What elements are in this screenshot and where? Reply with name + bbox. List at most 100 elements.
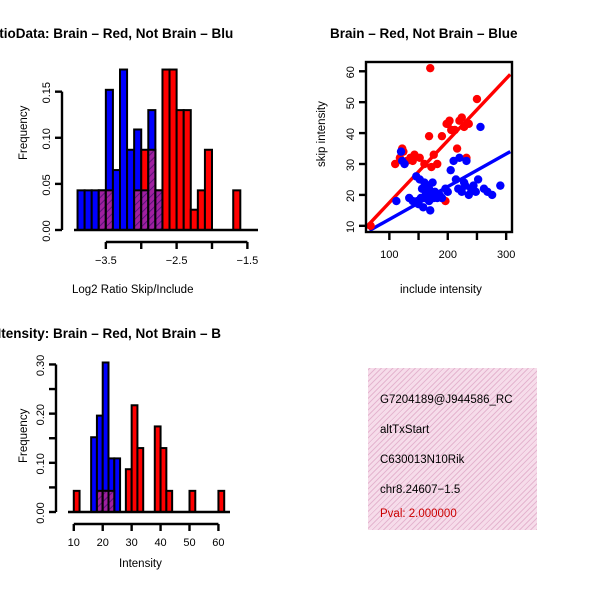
- y-tick-label-2: 0.10: [35, 453, 47, 474]
- panel-info: G7204189@J944586_RC altTxStart C630013N1…: [300, 300, 600, 600]
- hist-bar-overlap: [133, 189, 143, 232]
- scatter-point: [400, 159, 409, 169]
- scatter-point: [457, 187, 466, 197]
- panel-scatter-plot-area: 10 20 30 40 50 60 100 200 300: [345, 60, 515, 261]
- x-tick-label-4: 50: [183, 537, 195, 549]
- y-tick-label-6: 0.30: [35, 355, 47, 376]
- x-tick-label-2: 30: [126, 537, 138, 549]
- x-tick-label-1: 20: [97, 537, 109, 549]
- hist-bar: [161, 68, 171, 231]
- scatter-point: [391, 159, 400, 169]
- x-tick-label-1: −2.5: [166, 255, 188, 267]
- plot-frame: [364, 60, 514, 234]
- info-line-gene: C630013N10Rik: [380, 454, 465, 466]
- scatter-point: [392, 196, 401, 206]
- hist-bar-overlap: [140, 189, 150, 232]
- scatter-point: [446, 165, 455, 175]
- panel-intensity-histogram: ne Itensity: Brain – Red, Not Brain – B …: [0, 300, 300, 600]
- scatter-point: [450, 125, 459, 135]
- y-tick-label-2: 30: [345, 159, 357, 171]
- scatter-point: [455, 153, 464, 163]
- scatter-point: [415, 153, 424, 163]
- scatter-point: [437, 131, 447, 141]
- scatter-point: [426, 206, 435, 215]
- scatter-point: [473, 175, 483, 184]
- scatter-point: [437, 193, 447, 203]
- hist-intensity-group: [49, 361, 230, 531]
- x-tick-label-5: 60: [212, 537, 224, 549]
- scatter-point: [366, 221, 375, 231]
- hist-bar: [189, 208, 199, 231]
- panel-intensity-xlabel: Intensity: [119, 558, 162, 570]
- hist-bar: [72, 489, 81, 514]
- scatter-point: [452, 144, 462, 153]
- scatter-point: [496, 181, 505, 190]
- scatter-point: [476, 122, 485, 132]
- hist-bar-overlap: [154, 189, 164, 232]
- hist-bar: [217, 489, 226, 514]
- y-tick-label-0: 0.00: [35, 502, 47, 523]
- hist-bar: [126, 148, 136, 231]
- y-tick-label-0: 10: [345, 221, 357, 233]
- scatter-point: [464, 119, 473, 129]
- hist-bar: [182, 109, 192, 231]
- info-line-locus: chr8.24607−1.5: [380, 484, 461, 496]
- scatter-point: [419, 203, 428, 212]
- scatter-point: [443, 187, 452, 197]
- hist-bar: [232, 189, 242, 232]
- x-tick-label-4: 300: [497, 249, 515, 261]
- scatter-point: [445, 116, 454, 125]
- hist-bar: [196, 189, 206, 232]
- y-tick-label-3: 0.15: [41, 82, 53, 103]
- hist-bar: [111, 169, 122, 231]
- panel-ratio-title: RatioData: Brain – Red, Not Brain – Blu: [0, 26, 234, 41]
- scatter-point: [396, 147, 406, 156]
- hist-bar: [90, 189, 100, 232]
- x-tick-label-3: 40: [154, 537, 166, 549]
- info-line-pval: Pval: 2.000000: [380, 508, 457, 520]
- y-tick-label-1: 20: [345, 190, 357, 202]
- x-tick-label-2: 200: [439, 249, 457, 261]
- x-tick-label-0: −3.5: [95, 255, 117, 267]
- y-tick-label-0: 0.00: [41, 220, 53, 241]
- panel-scatter-title: Brain – Red, Not Brain – Blue: [330, 26, 518, 41]
- scatter-point: [471, 187, 480, 197]
- panel-intensity-title: ne Itensity: Brain – Red, Not Brain – B: [0, 326, 222, 341]
- hist-bar: [165, 489, 174, 514]
- scatter-inner: [366, 63, 512, 232]
- hist-bar: [203, 148, 214, 231]
- y-tick-label-3: 40: [345, 128, 357, 140]
- hist-bar: [76, 189, 86, 232]
- hist-bar: [168, 68, 178, 231]
- scatter-point: [426, 63, 435, 73]
- scatter-point: [487, 190, 497, 200]
- scatter-group: [359, 60, 514, 240]
- x-tick-label-2: −1.5: [237, 255, 259, 267]
- scatter-point: [428, 178, 437, 187]
- scatter-point: [429, 150, 438, 159]
- panel-ratio-xlabel: Log2 Ratio Skip/Include: [72, 284, 194, 296]
- panel-ratio-histogram: RatioData: Brain – Red, Not Brain – Blu …: [0, 0, 300, 300]
- panel-ratio-plot-area: 0.00 0.05 0.10 0.15 −3.5 −2.5 −1.5: [41, 68, 259, 267]
- scatter-point: [457, 113, 466, 122]
- hist-bar-overlap: [97, 189, 107, 232]
- hist-bar-overlap: [147, 148, 157, 231]
- scatter-point: [424, 131, 434, 141]
- panel-scatter-xlabel: include intensity: [400, 284, 482, 296]
- y-tick-label-4: 0.20: [35, 404, 47, 425]
- scatter-point: [433, 159, 442, 169]
- scatter-point: [462, 156, 471, 166]
- fit-line-red-fit: [366, 73, 512, 229]
- hist-ratio-group: [55, 68, 258, 249]
- scatter-point: [451, 175, 461, 184]
- y-tick-label-2: 0.10: [41, 128, 53, 149]
- scatter-point: [420, 159, 429, 169]
- panel-scatter: Brain – Red, Not Brain – Blue skip inten…: [300, 0, 600, 300]
- x-tick-label-0: 10: [68, 537, 80, 549]
- hist-bar: [175, 109, 185, 231]
- y-tick-label-5: 60: [345, 66, 357, 78]
- info-line-event-type: altTxStart: [380, 424, 430, 436]
- hist-bar: [136, 447, 145, 513]
- hist-bar: [119, 68, 129, 231]
